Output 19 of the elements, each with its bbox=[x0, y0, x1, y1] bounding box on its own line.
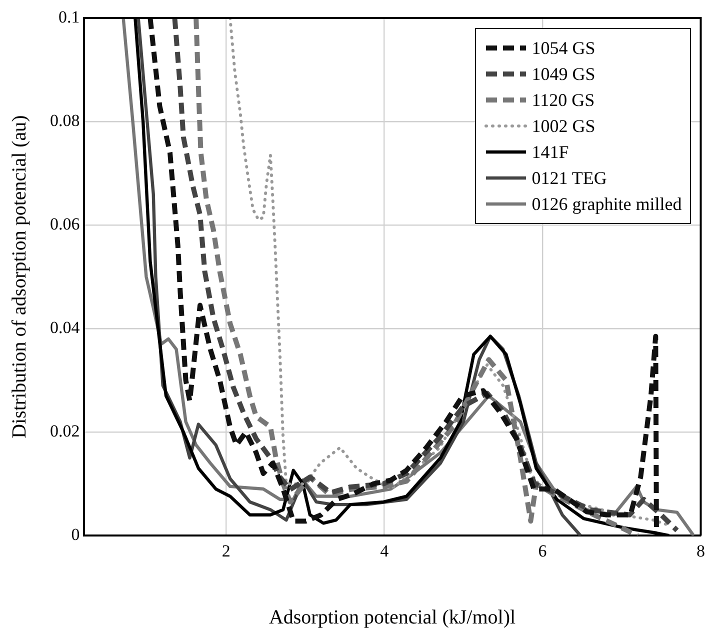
y-axis-title: Distribution of adsorption potencial (au) bbox=[8, 115, 30, 438]
legend-label: 0121 TEG bbox=[532, 168, 607, 188]
legend-label: 1054 GS bbox=[532, 38, 596, 58]
x-tick-label: 4 bbox=[380, 541, 390, 560]
y-tick-label: 0.04 bbox=[50, 318, 80, 338]
x-tick-label: 8 bbox=[696, 541, 705, 560]
legend-label: 141F bbox=[532, 142, 569, 162]
legend-label: 1049 GS bbox=[532, 64, 596, 84]
x-axis-title: Adsorption potencial (kJ/mol)l bbox=[268, 606, 516, 628]
y-tick-label: 0.02 bbox=[50, 422, 80, 441]
y-tick-label: 0.06 bbox=[50, 214, 80, 234]
y-tick-label: 0.08 bbox=[50, 110, 80, 130]
legend-label: 1120 GS bbox=[532, 90, 595, 110]
x-tick-label: 2 bbox=[222, 541, 230, 560]
legend-label: 1002 GS bbox=[532, 116, 596, 136]
x-tick-label: 6 bbox=[538, 541, 547, 560]
legend-label: 0126 graphite milled bbox=[532, 194, 682, 214]
y-tick-label: 0.1 bbox=[58, 7, 80, 26]
y-tick-label: 0 bbox=[71, 525, 80, 544]
